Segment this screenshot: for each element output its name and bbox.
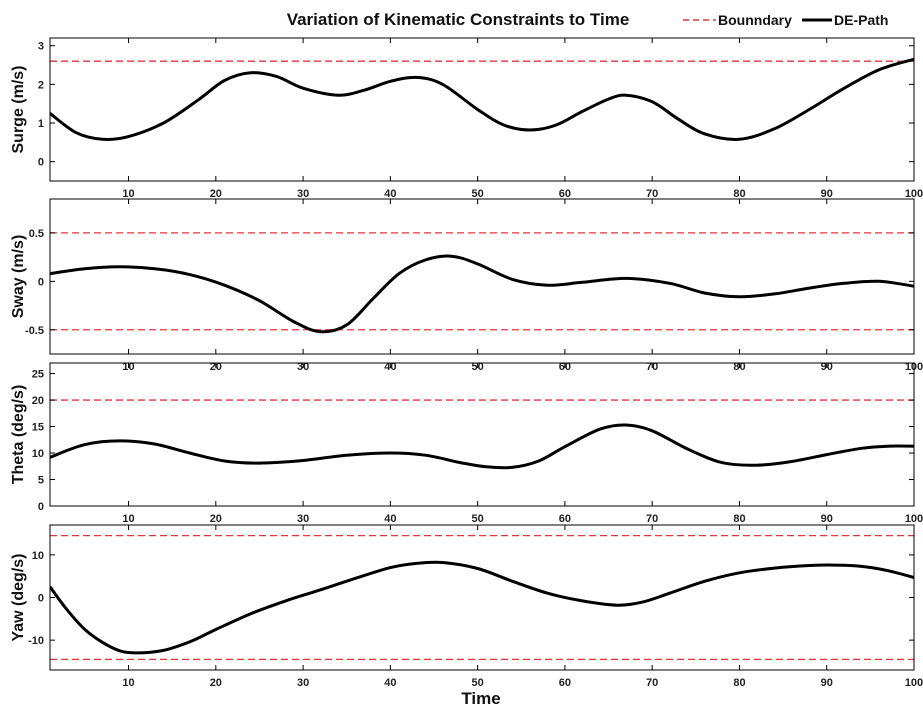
legend-boundary-label: Bounndary bbox=[718, 12, 792, 28]
x-tick-label: 40 bbox=[384, 188, 396, 200]
x-tick-label: 50 bbox=[472, 677, 484, 689]
y-tick-label: 1 bbox=[38, 118, 44, 130]
figure-title: Variation of Kinematic Constraints to Ti… bbox=[287, 10, 630, 29]
x-tick-label: 10 bbox=[122, 188, 134, 200]
x-tick-label: 100 bbox=[905, 188, 923, 200]
x-tick-label: 60 bbox=[559, 513, 571, 525]
de-path-line bbox=[50, 423, 914, 470]
legend-path-label: DE-Path bbox=[834, 12, 888, 28]
y-axis-label: Theta (deg/s) bbox=[10, 385, 27, 485]
subplot-1: 10 20 30 40 50 60 70 80 90 100 0 1 2 3 Surge (m/s) bbox=[10, 37, 923, 200]
y-tick-label: 0 bbox=[38, 593, 44, 605]
x-tick-label: 20 bbox=[210, 513, 222, 525]
x-tick-label: 90 bbox=[821, 188, 833, 200]
axes-frame bbox=[49, 198, 915, 355]
y-axis-label: Surge (m/s) bbox=[10, 65, 27, 153]
y-tick-label: 3 bbox=[38, 41, 44, 53]
y-tick-label: 0 bbox=[38, 501, 44, 513]
de-path-line bbox=[50, 254, 914, 334]
x-tick-label: 70 bbox=[646, 677, 658, 689]
y-tick-label: 10 bbox=[32, 550, 44, 562]
axes-frame bbox=[49, 37, 915, 182]
x-tick-label: 40 bbox=[384, 677, 396, 689]
axes-frame bbox=[49, 524, 915, 671]
x-tick-label: 80 bbox=[733, 188, 745, 200]
y-tick-label: 20 bbox=[32, 395, 44, 407]
de-path-line bbox=[50, 57, 914, 142]
y-tick-label: -0.5 bbox=[25, 325, 44, 337]
y-axis-label: Yaw (deg/s) bbox=[10, 553, 27, 641]
x-tick-label: 10 bbox=[122, 513, 134, 525]
y-tick-label: 15 bbox=[32, 422, 44, 434]
subplot-3: 10 20 30 40 50 60 70 80 90 100 0 5 10 15 20 25 Theta (de… bbox=[10, 362, 923, 525]
y-tick-label: 0.5 bbox=[29, 228, 44, 240]
x-tick-label: 30 bbox=[297, 677, 309, 689]
x-tick-label: 80 bbox=[733, 677, 745, 689]
x-tick-label: 50 bbox=[472, 188, 484, 200]
x-tick-label: 40 bbox=[384, 513, 396, 525]
x-tick-label: 60 bbox=[559, 188, 571, 200]
y-tick-label: 25 bbox=[32, 369, 44, 381]
x-tick-label: 100 bbox=[905, 677, 923, 689]
x-tick-label: 20 bbox=[210, 677, 222, 689]
x-tick-label: 10 bbox=[122, 677, 134, 689]
x-tick-label: 70 bbox=[646, 188, 658, 200]
x-axis-label: Time bbox=[461, 689, 500, 708]
x-tick-label: 60 bbox=[559, 677, 571, 689]
x-tick-label: 30 bbox=[297, 188, 309, 200]
y-tick-label: 0 bbox=[38, 157, 44, 169]
de-path-line bbox=[50, 560, 914, 655]
x-tick-label: 80 bbox=[733, 513, 745, 525]
x-tick-label: 90 bbox=[821, 677, 833, 689]
axes-frame bbox=[49, 362, 915, 507]
legend: Bounndary DE-Path bbox=[683, 12, 888, 28]
y-tick-label: -10 bbox=[28, 635, 44, 647]
y-tick-label: 5 bbox=[38, 475, 44, 487]
y-tick-label: 10 bbox=[32, 448, 44, 460]
y-tick-label: 0 bbox=[38, 276, 44, 288]
x-tick-label: 50 bbox=[472, 513, 484, 525]
x-tick-label: 70 bbox=[646, 513, 658, 525]
x-tick-label: 90 bbox=[821, 513, 833, 525]
subplot-4: 10 20 30 40 50 60 70 80 90 100 -10 0 10 Yaw (deg/s) bbox=[10, 524, 923, 689]
x-tick-label: 30 bbox=[297, 513, 309, 525]
y-tick-label: 2 bbox=[38, 79, 44, 91]
x-tick-label: 100 bbox=[905, 513, 923, 525]
y-axis-label: Sway (m/s) bbox=[10, 235, 27, 319]
x-tick-label: 20 bbox=[210, 188, 222, 200]
